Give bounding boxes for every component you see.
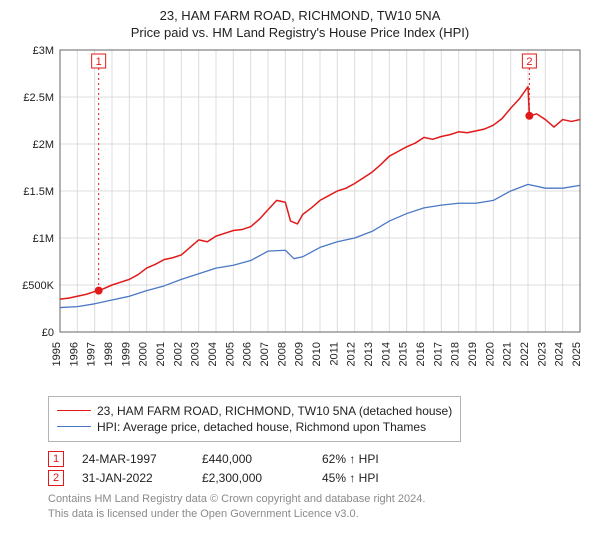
svg-text:2004: 2004 [207,342,219,366]
sale-price-2: £2,300,000 [202,471,322,485]
sale-marker-2: 2 [48,470,64,486]
svg-text:1995: 1995 [51,342,63,366]
svg-text:2015: 2015 [398,342,410,366]
legend-row-hpi: HPI: Average price, detached house, Rich… [57,420,452,434]
svg-text:1999: 1999 [120,342,132,366]
svg-text:2: 2 [526,56,532,68]
footnote-line-1: Contains HM Land Registry data © Crown c… [48,492,588,507]
svg-text:2007: 2007 [259,342,271,366]
svg-text:2003: 2003 [190,342,202,366]
legend-swatch-price [57,410,91,411]
svg-text:£1.5M: £1.5M [23,186,54,198]
sale-date-1: 24-MAR-1997 [82,452,202,466]
sale-row-2: 2 31-JAN-2022 £2,300,000 45% ↑ HPI [48,470,588,486]
sale-marker-1: 1 [48,451,64,467]
svg-text:2013: 2013 [363,342,375,366]
svg-text:£2.5M: £2.5M [23,92,54,104]
svg-text:2008: 2008 [276,342,288,366]
sale-price-1: £440,000 [202,452,322,466]
svg-text:1997: 1997 [86,342,98,366]
title-line-1: 23, HAM FARM ROAD, RICHMOND, TW10 5NA [12,8,588,25]
svg-text:2018: 2018 [450,342,462,366]
chart-area: £0 £500K £1M £1.5M £2M £2.5M £3M 1995 1996 1997 19… [12,42,588,392]
legend-label-hpi: HPI: Average price, detached house, Rich… [97,420,426,434]
svg-text:1998: 1998 [103,342,115,366]
svg-text:2023: 2023 [536,342,548,366]
svg-text:2010: 2010 [311,342,323,366]
sale-row-1: 1 24-MAR-1997 £440,000 62% ↑ HPI [48,451,588,467]
svg-text:2024: 2024 [554,342,566,366]
svg-text:2006: 2006 [242,342,254,366]
svg-text:£2M: £2M [33,139,54,151]
chart-card: 23, HAM FARM ROAD, RICHMOND, TW10 5NA Pr… [0,0,600,560]
svg-text:2017: 2017 [432,342,444,366]
svg-text:2016: 2016 [415,342,427,366]
svg-text:2014: 2014 [380,342,392,366]
svg-text:£3M: £3M [33,45,54,57]
svg-text:2019: 2019 [467,342,479,366]
svg-text:£0: £0 [42,327,54,339]
price-chart-svg: £0 £500K £1M £1.5M £2M £2.5M £3M 1995 1996 1997 19… [12,42,588,392]
legend-label-price: 23, HAM FARM ROAD, RICHMOND, TW10 5NA (d… [97,404,452,418]
legend-row-price: 23, HAM FARM ROAD, RICHMOND, TW10 5NA (d… [57,404,452,418]
legend-swatch-hpi [57,426,91,427]
svg-text:2022: 2022 [519,342,531,366]
svg-text:2009: 2009 [294,342,306,366]
svg-text:2025: 2025 [571,342,583,366]
svg-text:2002: 2002 [172,342,184,366]
svg-text:2021: 2021 [502,342,514,366]
sale-hpi-1: 62% ↑ HPI [322,452,442,466]
sale-hpi-2: 45% ↑ HPI [322,471,442,485]
svg-text:1: 1 [96,56,102,68]
svg-text:2011: 2011 [328,342,340,366]
svg-text:2005: 2005 [224,342,236,366]
svg-text:2000: 2000 [138,342,150,366]
footnote-line-2: This data is licensed under the Open Gov… [48,507,588,522]
legend-box: 23, HAM FARM ROAD, RICHMOND, TW10 5NA (d… [48,396,461,442]
svg-text:2001: 2001 [155,342,167,366]
sale-date-2: 31-JAN-2022 [82,471,202,485]
title-line-2: Price paid vs. HM Land Registry's House … [12,25,588,42]
footnote: Contains HM Land Registry data © Crown c… [48,492,588,522]
svg-text:2012: 2012 [346,342,358,366]
svg-text:1996: 1996 [68,342,80,366]
svg-text:2020: 2020 [484,342,496,366]
svg-text:£500K: £500K [22,280,54,292]
svg-text:£1M: £1M [33,233,54,245]
